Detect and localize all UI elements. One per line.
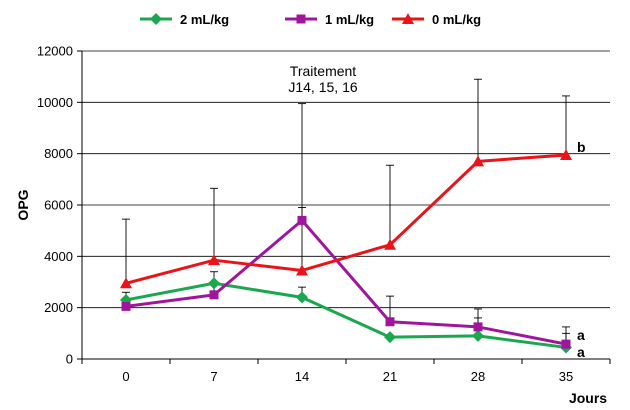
data-point <box>296 291 308 304</box>
legend-marker <box>402 13 414 24</box>
x-axis-ticks: 0 7 14 21 28 35 <box>81 359 611 384</box>
data-point <box>473 322 483 332</box>
legend-label: 1 mL/kg <box>325 12 374 27</box>
data-point <box>121 301 131 311</box>
data-point <box>120 277 132 289</box>
legend-label: 2 mL/kg <box>180 12 229 27</box>
treatment-annotation-line2: J14, 15, 16 <box>288 79 357 95</box>
legend-marker <box>296 14 306 24</box>
data-point <box>472 329 484 342</box>
legend-label: 0 mL/kg <box>432 12 481 27</box>
series-line <box>125 218 567 346</box>
data-point <box>208 277 220 290</box>
x-tick-label: 21 <box>383 369 397 384</box>
y-tick-label: 6000 <box>44 198 73 213</box>
y-tick-label: 2000 <box>44 300 73 315</box>
series-line <box>125 153 567 285</box>
data-point <box>560 148 572 160</box>
significance-label-b: b <box>577 139 586 155</box>
data-point <box>561 339 571 349</box>
legend-marker <box>150 13 162 25</box>
data-point <box>296 264 308 276</box>
significance-label-a-1mlkg: a <box>577 327 585 343</box>
x-axis-label: Jours <box>569 390 607 406</box>
series-line <box>125 281 567 349</box>
y-axis-ticks: 0 2000 4000 6000 8000 10000 12000 <box>37 44 82 367</box>
data-point <box>209 290 219 300</box>
y-axis-label: OPG <box>15 189 31 220</box>
series-markers <box>120 148 572 354</box>
x-tick-label: 7 <box>210 369 217 384</box>
x-tick-label: 28 <box>471 369 485 384</box>
data-point <box>384 331 396 344</box>
y-tick-label: 0 <box>66 352 73 367</box>
x-tick-label: 0 <box>122 369 129 384</box>
data-point <box>472 155 484 167</box>
y-tick-label: 12000 <box>37 44 73 59</box>
data-point <box>385 317 395 327</box>
data-point <box>384 238 396 250</box>
y-tick-label: 10000 <box>37 95 73 110</box>
data-point <box>208 254 220 266</box>
x-tick-label: 14 <box>295 369 309 384</box>
error-bars <box>122 78 570 348</box>
data-point <box>297 215 307 225</box>
y-tick-label: 8000 <box>44 146 73 161</box>
x-tick-label: 35 <box>559 369 573 384</box>
treatment-annotation-line1: Traitement <box>290 63 357 79</box>
series-lines <box>125 153 567 349</box>
y-tick-label: 4000 <box>44 249 73 264</box>
legend: 2 mL/kg 1 mL/kg 0 mL/kg <box>140 12 481 27</box>
significance-label-a-2mlkg: a <box>577 344 585 360</box>
